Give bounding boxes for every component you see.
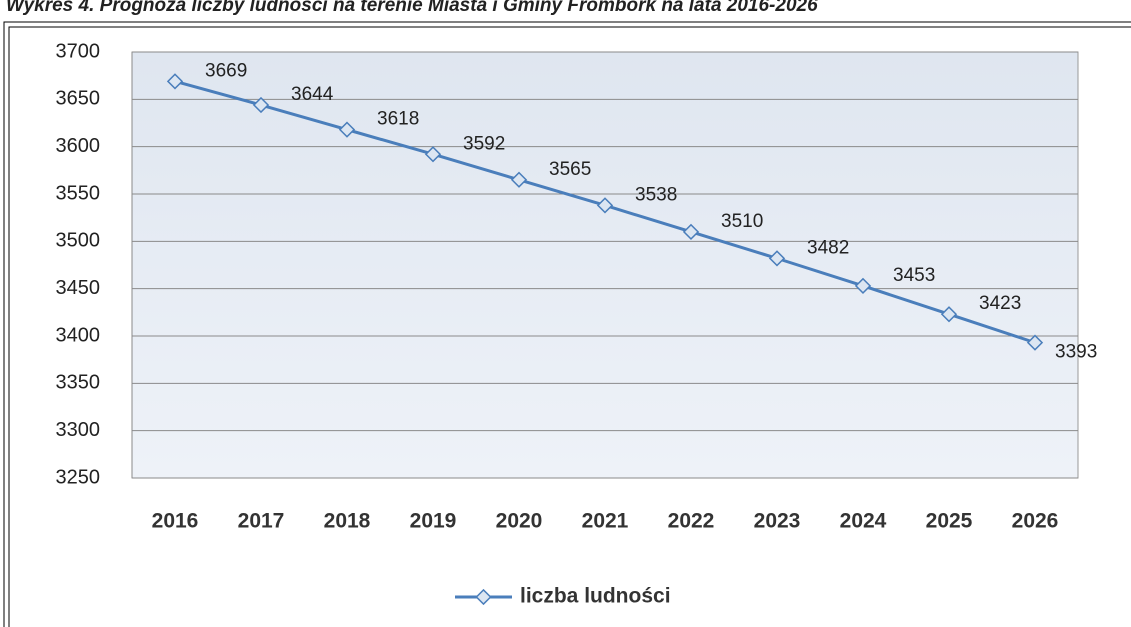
x-tick-label: 2025 — [926, 510, 973, 533]
data-label: 3482 — [807, 237, 849, 258]
marker — [768, 250, 786, 267]
y-tick-label: 3700 — [56, 40, 101, 62]
data-label: 3592 — [463, 133, 505, 154]
data-label: 3644 — [291, 84, 334, 105]
marker — [596, 197, 614, 214]
marker — [940, 306, 958, 323]
marker — [166, 73, 184, 90]
data-label: 3618 — [377, 109, 419, 130]
data-label: 3565 — [549, 159, 591, 180]
plot-area — [131, 51, 1079, 479]
marker — [252, 96, 270, 114]
x-tick-label: 2019 — [410, 510, 457, 533]
data-label: 3453 — [893, 265, 935, 286]
legend-marker — [475, 588, 492, 606]
y-tick-label: 3600 — [56, 135, 101, 157]
marker — [338, 121, 356, 138]
x-tick-label: 2021 — [582, 510, 629, 533]
marker — [854, 277, 872, 294]
marker — [510, 171, 528, 188]
chart-title: Wykres 4. Prognoza liczby ludności na te… — [6, 0, 818, 16]
data-label: 3393 — [1055, 342, 1097, 363]
x-tick-label: 2016 — [152, 510, 199, 533]
y-tick-label: 3500 — [56, 230, 101, 252]
x-tick-label: 2018 — [324, 510, 371, 533]
frame — [3, 21, 1131, 627]
legend-label: liczba ludności — [520, 585, 671, 608]
data-label: 3669 — [205, 60, 247, 81]
data-label: 3538 — [635, 184, 677, 205]
marker — [682, 223, 700, 240]
x-tick-label: 2026 — [1012, 510, 1059, 533]
marker — [1026, 334, 1044, 351]
y-tick-label: 3450 — [56, 277, 101, 299]
y-tick-label: 3250 — [56, 466, 101, 488]
x-tick-label: 2017 — [238, 510, 285, 533]
y-tick-label: 3300 — [56, 419, 101, 441]
y-tick-label: 3550 — [56, 182, 101, 204]
data-label: 3423 — [979, 293, 1021, 314]
y-tick-label: 3400 — [56, 324, 101, 346]
data-label: 3510 — [721, 211, 763, 232]
y-tick-label: 3650 — [56, 88, 101, 110]
x-tick-label: 2022 — [668, 510, 715, 533]
x-tick-label: 2023 — [754, 510, 801, 533]
marker — [424, 146, 442, 163]
x-tick-label: 2020 — [496, 510, 543, 533]
x-tick-label: 2024 — [840, 510, 887, 533]
frame-inner — [8, 26, 1131, 627]
y-tick-label: 3350 — [56, 372, 101, 394]
